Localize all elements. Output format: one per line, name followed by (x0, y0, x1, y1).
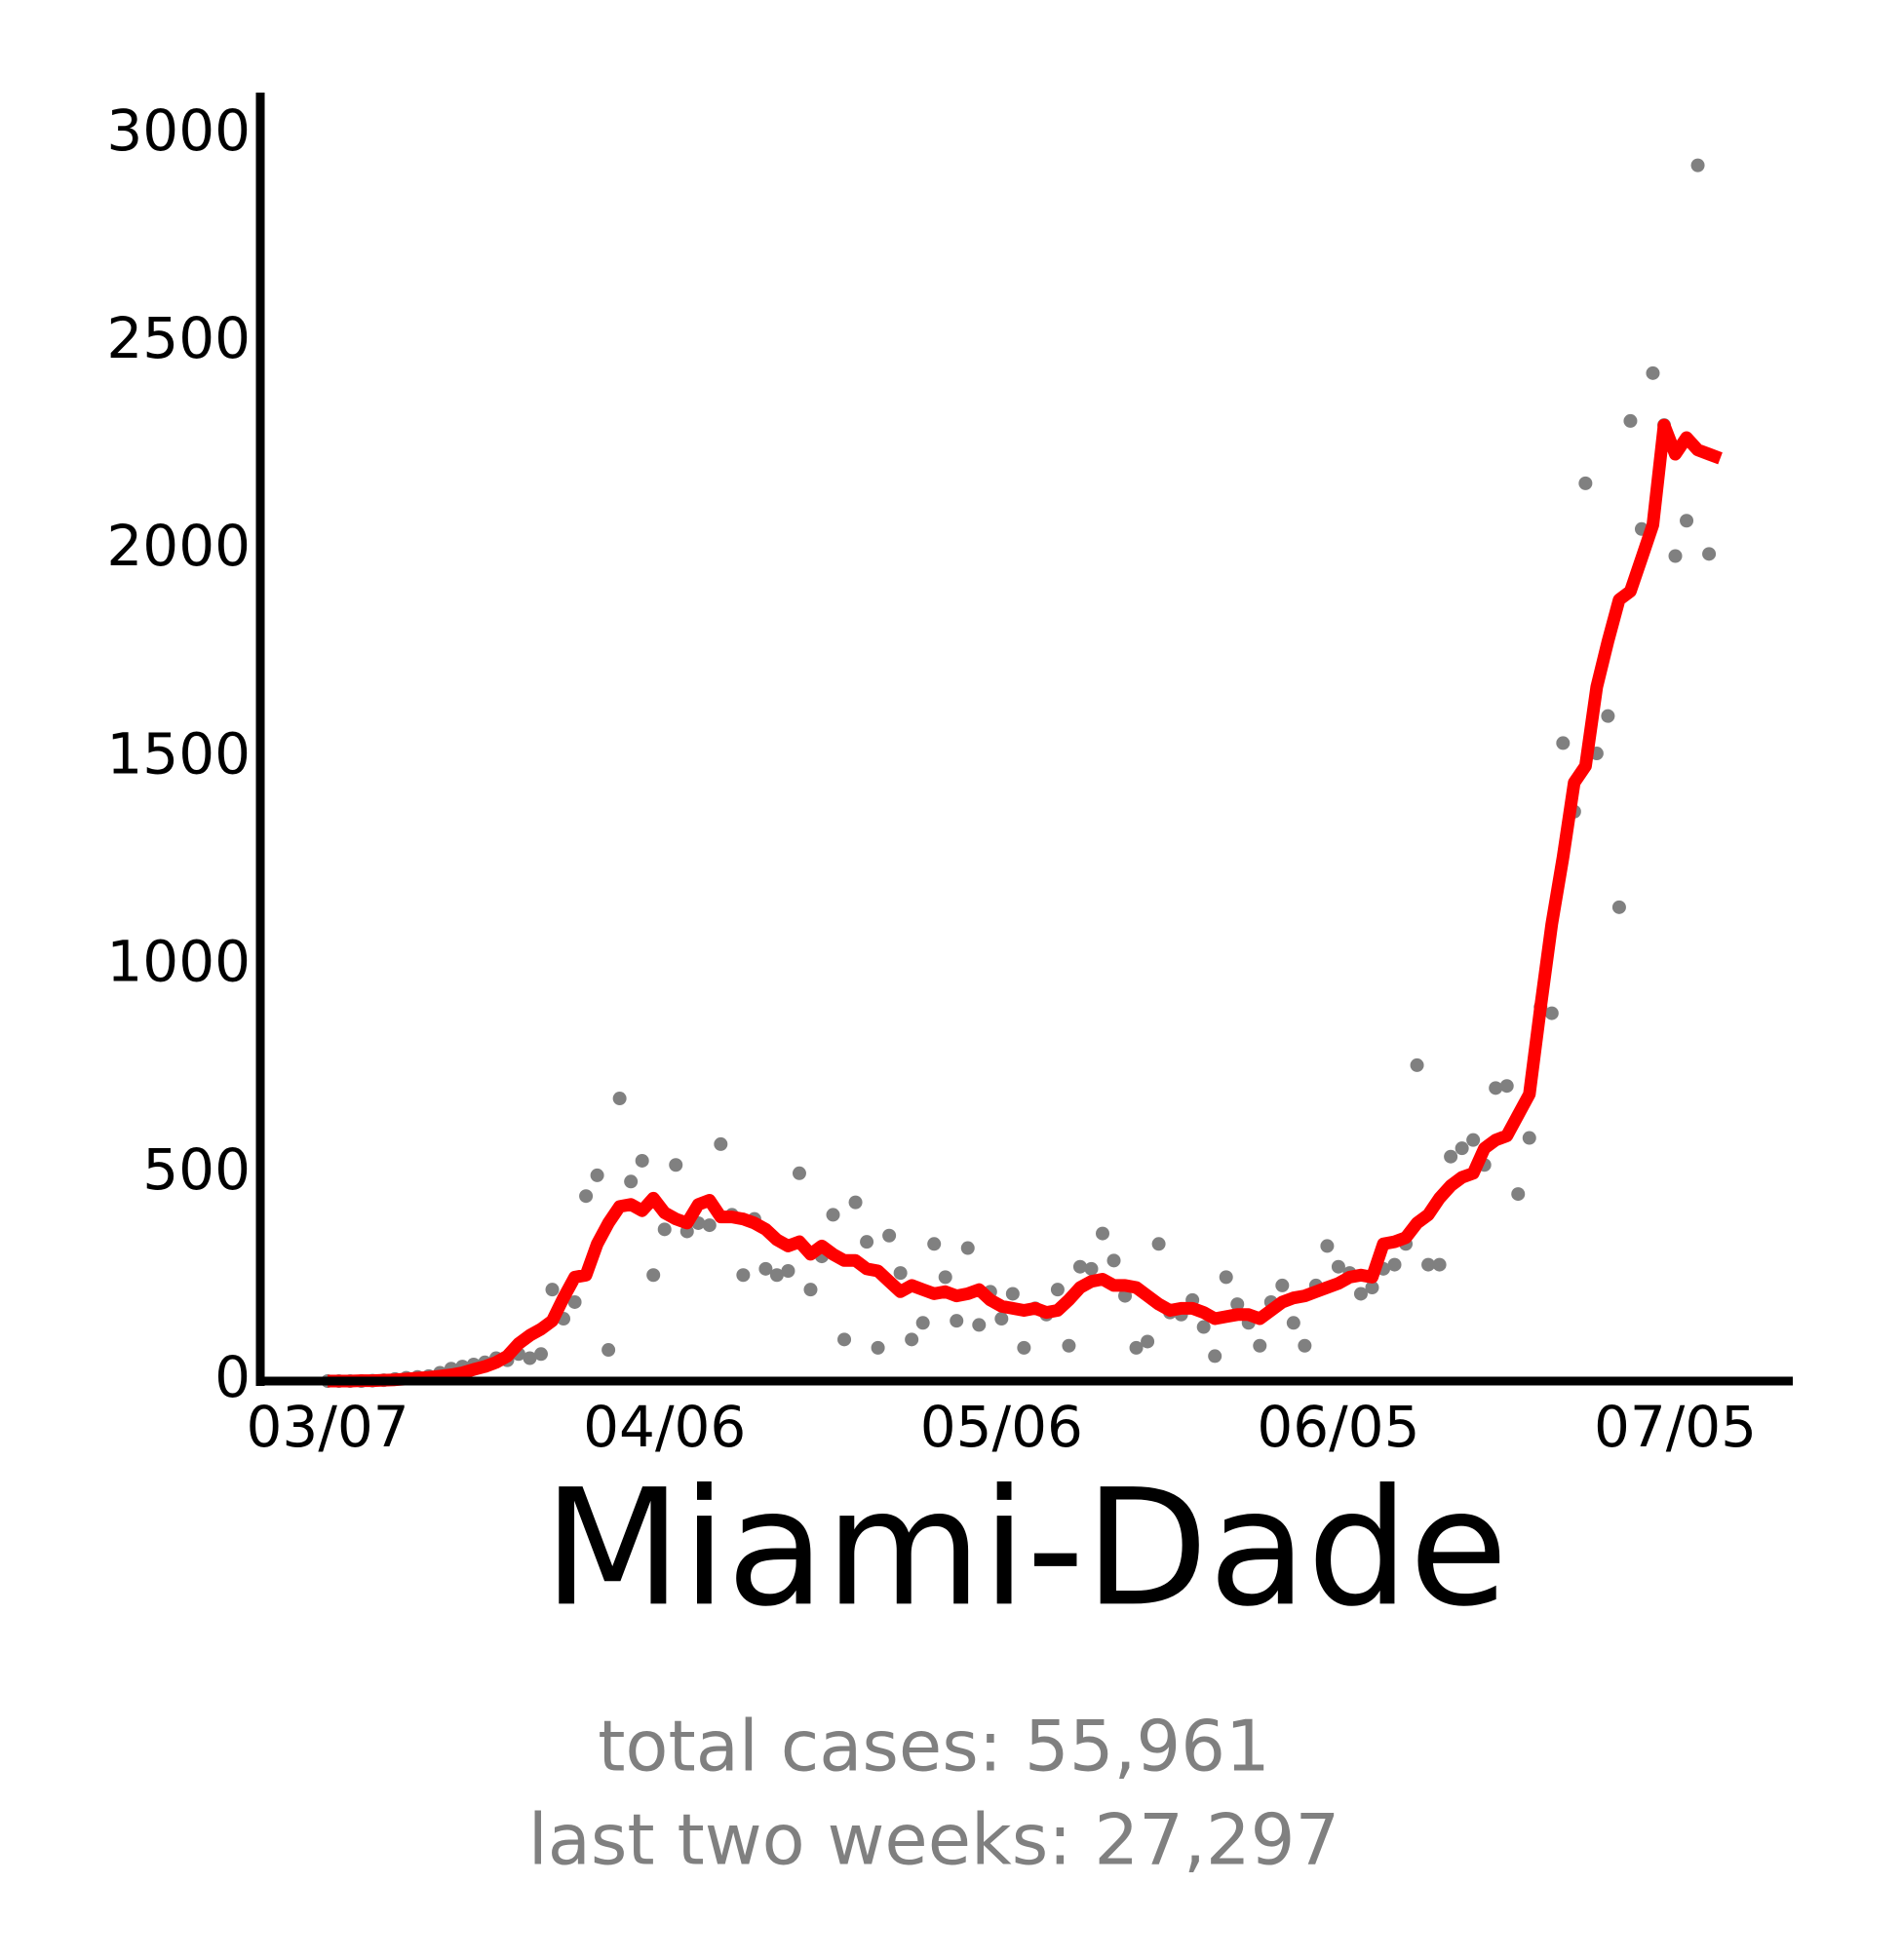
trend-line (328, 418, 1723, 1388)
data-point (1050, 1283, 1065, 1297)
data-point (736, 1268, 751, 1283)
data-point (994, 1312, 1009, 1326)
data-point (567, 1294, 582, 1309)
data-point (1017, 1340, 1031, 1355)
data-point (657, 1222, 672, 1237)
data-point (669, 1158, 683, 1172)
data-point (1230, 1297, 1245, 1312)
data-point (1331, 1259, 1345, 1274)
data-point (1219, 1270, 1233, 1285)
data-point (1275, 1278, 1290, 1292)
data-point (714, 1136, 728, 1151)
data-point (769, 1268, 784, 1283)
x-tick-label: 03/07 (247, 1394, 409, 1460)
data-point (1511, 1187, 1526, 1202)
data-point (1208, 1349, 1222, 1364)
data-point (1444, 1149, 1458, 1164)
data-point (646, 1268, 661, 1283)
x-tick-label: 05/06 (920, 1394, 1083, 1460)
data-point (1601, 709, 1615, 723)
data-point (1320, 1239, 1335, 1253)
data-point (1129, 1340, 1144, 1355)
data-point (803, 1283, 818, 1297)
data-point (893, 1266, 908, 1281)
y-tick-label: 1000 (106, 929, 251, 995)
data-point (702, 1218, 717, 1233)
data-point (1623, 413, 1638, 428)
data-point (1421, 1257, 1436, 1272)
x-tick-label: 06/05 (1257, 1394, 1419, 1460)
data-point (523, 1351, 537, 1365)
data-point (1005, 1287, 1020, 1301)
data-point (1353, 1287, 1368, 1301)
data-point (1522, 1131, 1536, 1145)
data-point (1141, 1334, 1155, 1349)
data-point (1062, 1338, 1076, 1353)
y-tick-label: 2500 (106, 305, 251, 371)
x-tick-label: 04/06 (583, 1394, 746, 1460)
data-point (1298, 1338, 1312, 1353)
data-point (792, 1166, 806, 1180)
data-point (579, 1189, 594, 1204)
data-point (758, 1261, 773, 1276)
data-point (1387, 1257, 1402, 1272)
data-point (1499, 1079, 1514, 1094)
data-point (1668, 549, 1683, 563)
data-point (1410, 1057, 1424, 1072)
data-point (1253, 1338, 1267, 1353)
data-point (927, 1237, 942, 1251)
y-tick-label: 3000 (106, 97, 251, 164)
data-point (1455, 1141, 1469, 1156)
data-point (1432, 1257, 1447, 1272)
data-point (915, 1316, 930, 1330)
data-point (905, 1332, 919, 1347)
data-point (1106, 1253, 1121, 1268)
x-tick-label: 07/05 (1594, 1394, 1757, 1460)
data-point (1286, 1316, 1300, 1330)
y-tick-label: 1500 (106, 720, 251, 787)
data-point (950, 1314, 964, 1328)
data-point (534, 1347, 548, 1362)
data-point (1544, 1006, 1559, 1020)
data-point (1196, 1320, 1211, 1334)
data-point (837, 1332, 852, 1347)
data-point (1151, 1237, 1166, 1251)
data-point (1611, 900, 1626, 914)
data-point (612, 1092, 627, 1106)
data-point (1072, 1259, 1087, 1274)
data-point (1365, 1281, 1379, 1295)
data-point (960, 1241, 975, 1255)
data-point (1556, 736, 1571, 750)
data-point (635, 1153, 649, 1168)
chart-title: Miami-Dade (543, 1454, 1508, 1641)
data-point (1489, 1081, 1503, 1095)
data-point (1690, 158, 1705, 173)
data-point (938, 1270, 952, 1285)
data-point (781, 1263, 795, 1278)
subtitle: total cases: 55,961 (598, 1706, 1270, 1787)
data-point (624, 1174, 639, 1189)
data-point (882, 1228, 897, 1243)
data-point (1646, 365, 1660, 380)
y-tick-label: 0 (214, 1344, 251, 1410)
data-point (972, 1318, 987, 1332)
data-point (1578, 476, 1593, 490)
data-point (860, 1235, 874, 1249)
data-point (545, 1283, 560, 1297)
data-point (1702, 547, 1717, 561)
data-point (1096, 1226, 1109, 1241)
data-point (1680, 514, 1694, 528)
data-point (590, 1168, 604, 1182)
subtitle: last two weeks: 27,297 (528, 1799, 1340, 1881)
data-point (848, 1195, 863, 1210)
data-point (871, 1340, 885, 1355)
data-point (1466, 1133, 1481, 1147)
y-tick-label: 2000 (106, 513, 251, 579)
data-point (1084, 1261, 1099, 1276)
data-point (601, 1343, 616, 1358)
data-point (826, 1208, 840, 1222)
y-tick-label: 500 (142, 1136, 251, 1203)
